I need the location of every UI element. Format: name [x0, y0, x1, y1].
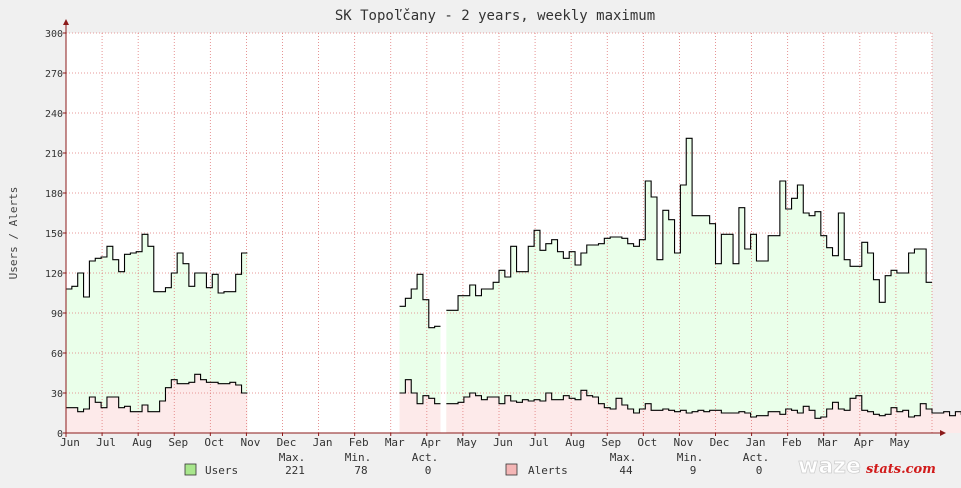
x-tick-label: Jul	[96, 436, 116, 449]
series-area-alerts	[66, 374, 248, 433]
legend-max-value-users: 221	[285, 464, 305, 477]
x-tick-label: Jan	[313, 436, 333, 449]
series-area-users	[446, 138, 932, 434]
x-tick-label: Jun	[493, 436, 513, 449]
y-tick-label: 210	[45, 149, 63, 160]
legend-header-act-alerts: Act.	[743, 451, 770, 464]
legend-swatch-users	[184, 463, 197, 476]
y-tick-label: 240	[45, 109, 63, 120]
legend-act-value-users: 0	[425, 464, 432, 477]
y-tick-label: 180	[45, 189, 63, 200]
legend-header-min-alerts: Min.	[677, 451, 704, 464]
x-tick-label: Jan	[746, 436, 766, 449]
y-tick-label: 300	[45, 29, 63, 40]
x-tick-label: Sep	[601, 436, 621, 449]
legend-min-value-alerts: 9	[690, 464, 697, 477]
x-tick-label: Feb	[349, 436, 369, 449]
y-tick-label: 90	[51, 309, 63, 320]
x-tick-label: Aug	[565, 436, 585, 449]
series-line-users	[66, 233, 248, 298]
x-tick-label: Oct	[204, 436, 224, 449]
y-tick-label: 150	[45, 229, 63, 240]
y-tick-label: 60	[51, 349, 63, 360]
series-line-alerts	[66, 373, 248, 413]
series-line-users	[446, 137, 932, 311]
logo-waze-text: waze	[798, 454, 861, 479]
x-tick-label: Sep	[168, 436, 188, 449]
series-line-alerts	[399, 379, 441, 405]
legend-label-users: Users	[205, 464, 238, 477]
y-tick-label: 0	[57, 429, 63, 440]
x-tick-label: Jun	[60, 436, 80, 449]
x-tick-label: Aug	[132, 436, 152, 449]
series-line-users	[399, 273, 441, 329]
series-area-alerts	[399, 379, 441, 433]
series-line-alerts	[446, 389, 961, 419]
x-tick-label: May	[457, 436, 477, 449]
x-tick-label: Mar	[818, 436, 838, 449]
x-tick-label: Dec	[710, 436, 730, 449]
legend-max-value-alerts: 44	[619, 464, 633, 477]
chart-title: SK Topoľčany - 2 years, weekly maximum	[335, 8, 655, 24]
legend-min-value-users: 78	[354, 464, 367, 477]
x-tick-label: Apr	[421, 436, 441, 449]
legend-act-value-alerts: 0	[756, 464, 763, 477]
logo-stats-text: stats.com	[866, 462, 936, 477]
y-tick-label: 30	[51, 389, 63, 400]
legend-header-max-alerts: Max.	[610, 451, 637, 464]
x-tick-label: Nov	[673, 436, 693, 449]
plot-area: 0 30 60 90 120 150 180 210 240 270 300 Jun Jul Aug Sep…	[45, 19, 961, 449]
x-tick-label: Jul	[529, 436, 549, 449]
x-tick-label: Mar	[385, 436, 405, 449]
x-tick-label: Feb	[782, 436, 802, 449]
legend-header-act-users: Act.	[412, 451, 439, 464]
legend-swatch-alerts	[505, 463, 518, 476]
legend-header-max-users: Max.	[279, 451, 306, 464]
x-tick-label: Apr	[854, 436, 874, 449]
y-axis-label: Users / Alerts	[7, 187, 20, 280]
y-tick-label: 120	[45, 269, 63, 280]
legend: Max.221Min.78Act.0UsersMax.44Min.9Act.0A…	[184, 451, 770, 477]
legend-label-alerts: Alerts	[528, 464, 568, 477]
x-axis-arrow-icon	[940, 430, 946, 436]
legend-header-min-users: Min.	[345, 451, 372, 464]
x-tick-label: May	[890, 436, 910, 449]
x-tick-label: Oct	[637, 436, 657, 449]
x-tick-label: Nov	[240, 436, 260, 449]
y-tick-label: 270	[45, 69, 63, 80]
wazestats-logo: waze stats.com	[798, 454, 936, 480]
x-tick-label: Dec	[277, 436, 297, 449]
y-axis-arrow-icon	[63, 19, 69, 25]
